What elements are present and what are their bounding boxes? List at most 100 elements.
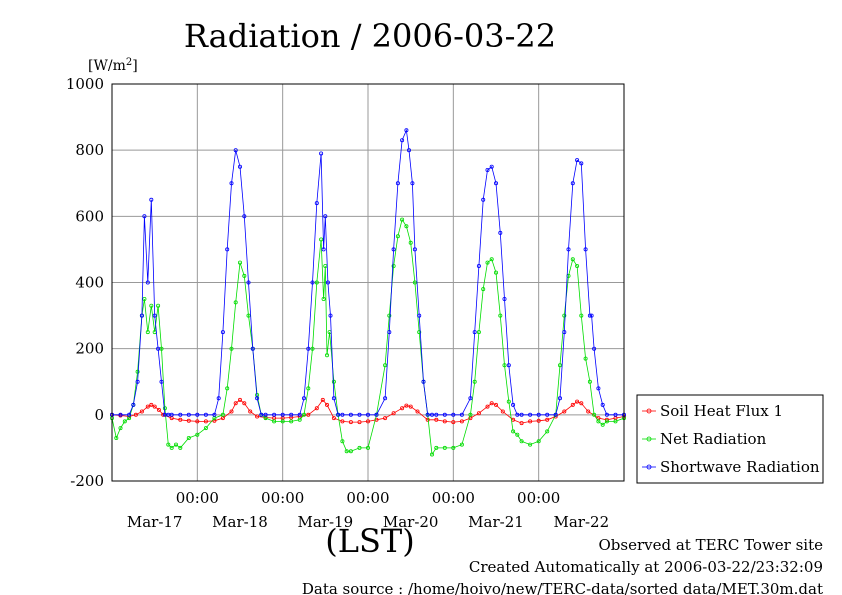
data-point — [408, 240, 413, 245]
data-point — [404, 403, 409, 408]
data-point — [493, 402, 498, 407]
data-point — [592, 412, 597, 417]
data-point — [400, 217, 405, 222]
data-point — [536, 418, 541, 423]
data-point — [519, 439, 524, 444]
data-point — [502, 363, 507, 368]
data-point — [528, 419, 533, 424]
data-point — [203, 419, 208, 424]
data-point — [233, 300, 238, 305]
data-point — [387, 330, 392, 335]
data-point — [328, 313, 333, 318]
y-tick-label: 600 — [75, 207, 104, 225]
data-point — [229, 346, 234, 351]
data-point — [536, 412, 541, 417]
data-point — [604, 419, 609, 424]
data-point — [139, 409, 144, 414]
data-point — [472, 330, 477, 335]
data-point — [319, 237, 324, 242]
data-point — [321, 296, 326, 301]
data-point — [289, 419, 294, 424]
data-point — [485, 404, 490, 409]
data-point — [289, 412, 294, 417]
legend-label: Shortwave Radiation — [660, 458, 820, 476]
data-point — [216, 396, 221, 401]
data-point — [583, 247, 588, 252]
y-tick-label: 200 — [75, 340, 104, 358]
data-point — [357, 420, 362, 425]
data-point — [301, 412, 306, 417]
data-point — [545, 429, 550, 434]
y-tick-label: 400 — [75, 274, 104, 292]
data-point — [408, 404, 413, 409]
y-tick-labels: 1000 800 600 400 200 0 -200 — [66, 75, 104, 490]
x-tick-time-label: 00:00 — [517, 489, 560, 507]
data-point — [613, 419, 618, 424]
data-point — [415, 409, 420, 414]
data-point — [118, 426, 123, 431]
data-point — [169, 445, 174, 450]
data-point — [340, 419, 345, 424]
data-point — [220, 330, 225, 335]
series-layer — [110, 128, 627, 457]
data-point — [506, 363, 511, 368]
data-point — [195, 432, 200, 437]
data-point — [142, 214, 147, 219]
data-point — [324, 353, 329, 358]
data-point — [118, 412, 123, 417]
data-point — [493, 181, 498, 186]
data-point — [566, 247, 571, 252]
data-point — [220, 412, 225, 417]
data-point — [506, 399, 511, 404]
data-point — [272, 412, 277, 417]
data-point — [434, 445, 439, 450]
data-point — [412, 280, 417, 285]
data-point — [498, 230, 503, 235]
data-point — [212, 412, 217, 417]
data-point — [152, 404, 157, 409]
data-point — [131, 402, 136, 407]
data-point — [459, 412, 464, 417]
data-point — [404, 128, 409, 133]
data-point — [545, 412, 550, 417]
data-point — [459, 442, 464, 447]
data-point — [604, 412, 609, 417]
data-point — [306, 386, 311, 391]
data-point — [511, 402, 516, 407]
data-point — [237, 260, 242, 265]
data-point — [212, 418, 217, 423]
data-point — [476, 263, 481, 268]
legend-item: Shortwave Radiation — [642, 458, 820, 476]
data-point — [289, 415, 294, 420]
data-point — [272, 419, 277, 424]
data-point — [442, 419, 447, 424]
data-point — [586, 409, 591, 414]
data-point — [383, 363, 388, 368]
x-tick-date-label: Mar-21 — [468, 513, 524, 531]
data-point — [203, 426, 208, 431]
data-point — [186, 435, 191, 440]
data-point — [476, 330, 481, 335]
data-point — [325, 280, 330, 285]
data-point — [391, 411, 396, 416]
footer-site: Observed at TERC Tower site — [598, 536, 823, 554]
data-point — [472, 379, 477, 384]
data-point — [579, 313, 584, 318]
data-point — [156, 346, 161, 351]
x-tick-date-label: Mar-17 — [127, 513, 183, 531]
data-point — [425, 412, 430, 417]
data-point — [233, 401, 238, 406]
data-point — [500, 409, 505, 414]
data-point — [156, 303, 161, 308]
data-point — [395, 234, 400, 239]
data-point — [336, 412, 341, 417]
data-point — [348, 412, 353, 417]
x-tick-date-label: Mar-20 — [383, 513, 439, 531]
data-point — [562, 409, 567, 414]
data-point — [575, 263, 580, 268]
data-point — [142, 296, 147, 301]
data-point — [246, 313, 251, 318]
data-point — [135, 379, 140, 384]
data-point — [255, 414, 260, 419]
data-point — [250, 346, 255, 351]
